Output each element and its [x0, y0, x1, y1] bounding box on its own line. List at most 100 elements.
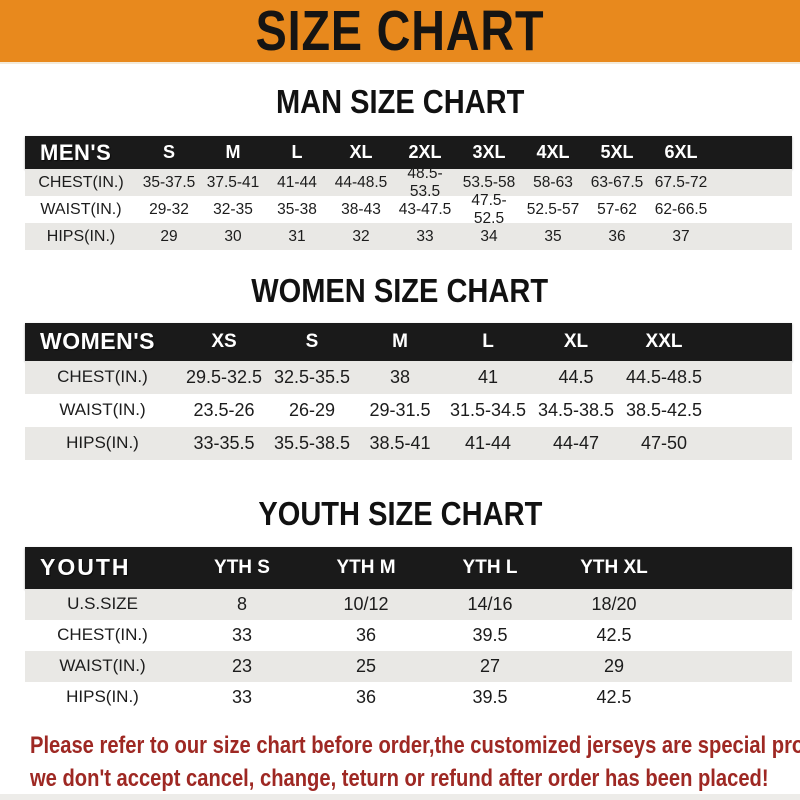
table-cell: 29-32: [149, 200, 189, 218]
column-header: 3XL: [472, 142, 506, 163]
table-row: U.S.SIZE 8 10/12 14/16 18/20: [25, 588, 792, 620]
column-header: L: [482, 330, 494, 352]
table-cell: 48.5-53.5: [407, 164, 443, 200]
table-cell: 33: [231, 624, 253, 645]
column-header: XL: [563, 330, 589, 352]
table-cell: 35-37.5: [142, 173, 196, 191]
table-header-label: YOUTH: [40, 554, 131, 581]
size-table: MEN'S S M L XL 2XL 3XL 4XL 5XL 6XL CHEST(IN.) 35-37…: [25, 136, 792, 251]
table-header-label: WOMEN'S: [40, 328, 156, 355]
table-cell: 29.5-32.5: [185, 366, 263, 387]
column-header: XL: [349, 142, 373, 163]
table-cell: 39.5: [472, 624, 508, 645]
table-cell: 34: [480, 227, 498, 245]
section-title: MAN SIZE CHART: [275, 83, 525, 120]
table-cell: 67.5-72: [654, 173, 708, 191]
table-cell: 62-66.5: [654, 200, 708, 218]
sections-container: MAN SIZE CHART MEN'S S M L XL 2XL 3XL 4XL 5XL 6XL C…: [0, 83, 800, 713]
table-cell: 8: [236, 593, 247, 614]
table-cell: 29: [160, 227, 178, 245]
column-header: 4XL: [536, 142, 570, 163]
table-cell: 10/12: [343, 593, 389, 614]
table-cell: 33: [231, 686, 253, 707]
column-header: M: [392, 330, 408, 352]
table-row: WAIST(IN.) 23 25 27 29: [25, 650, 792, 682]
column-header: YTH L: [462, 556, 518, 578]
table-cell: 29-31.5: [369, 399, 431, 420]
table-cell: 26-29: [288, 399, 336, 420]
table-cell: 38: [389, 366, 411, 387]
table-cell: 37: [672, 227, 690, 245]
table-cell: 18/20: [591, 593, 637, 614]
row-label: HIPS(IN.): [66, 687, 139, 707]
table-row: CHEST(IN.) 35-37.5 37.5-41 41-44 44-48.5 48.5…: [25, 165, 792, 200]
table-cell: 58-63: [533, 173, 573, 191]
table-cell: 44.5-48.5: [625, 366, 703, 387]
table-cell: 32: [352, 227, 370, 245]
table-cell: 41-44: [277, 173, 317, 191]
column-header: YTH XL: [580, 556, 648, 578]
footer-line-1: Please refer to our size chart before or…: [30, 731, 800, 759]
column-header: 6XL: [664, 142, 698, 163]
table-header-row: MEN'S S M L XL 2XL 3XL 4XL 5XL 6XL: [25, 136, 792, 170]
table-row: CHEST(IN.) 29.5-32.5 32.5-35.5 38 41 44.5 44.5…: [25, 360, 792, 394]
row-label: WAIST(IN.): [59, 656, 146, 676]
table-cell: 32-35: [213, 200, 253, 218]
table-cell: 23: [231, 655, 253, 676]
table-cell: 36: [355, 624, 377, 645]
column-header: S: [305, 330, 319, 352]
row-label: U.S.SIZE: [67, 594, 138, 614]
table-cell: 33: [416, 227, 434, 245]
table-cell: 41-44: [464, 432, 512, 453]
table-cell: 38-43: [341, 200, 381, 218]
size-chart-banner: SIZE CHART: [0, 0, 800, 64]
table-row: CHEST(IN.) 33 36 39.5 42.5: [25, 620, 792, 651]
table-cell: 39.5: [472, 686, 508, 707]
size-section-1: WOMEN SIZE CHART WOMEN'S XS S M L XL XXL CHEST(I…: [0, 272, 800, 460]
table-cell: 29: [603, 655, 625, 676]
table-cell: 25: [355, 655, 377, 676]
size-table: WOMEN'S XS S M L XL XXL CHEST(IN.) 29.5-32.5 32.5…: [25, 322, 792, 460]
column-header: 2XL: [408, 142, 442, 163]
table-row: HIPS(IN.) 29 30 31 32 33 34 35 36 37: [25, 223, 792, 251]
table-cell: 63-67.5: [590, 173, 644, 191]
row-label: HIPS(IN.): [46, 227, 116, 245]
table-cell: 35-38: [277, 200, 317, 218]
column-header: S: [162, 142, 175, 163]
table-cell: 33-35.5: [193, 432, 255, 453]
table-cell: 36: [608, 227, 626, 245]
table-cell: 42.5: [596, 624, 632, 645]
table-row: WAIST(IN.) 29-32 32-35 35-38 38-43 43-47.5 47.…: [25, 192, 792, 227]
banner-title: SIZE CHART: [255, 0, 545, 63]
table-cell: 31.5-34.5: [449, 399, 527, 420]
table-cell: 37.5-41: [206, 173, 260, 191]
table-cell: 47-50: [640, 432, 688, 453]
row-label: WAIST(IN.): [40, 200, 122, 218]
table-row: HIPS(IN.) 33 36 39.5 42.5: [25, 682, 792, 713]
table-cell: 44-47: [552, 432, 600, 453]
table-cell: 57-62: [597, 200, 637, 218]
column-header: YTH M: [336, 556, 396, 578]
table-cell: 35.5-38.5: [273, 432, 351, 453]
table-cell: 27: [479, 655, 501, 676]
row-label: CHEST(IN.): [38, 173, 124, 191]
section-title: WOMEN SIZE CHART: [251, 272, 549, 310]
row-label: HIPS(IN.): [66, 433, 139, 453]
table-cell: 30: [224, 227, 242, 245]
table-cell: 38.5-42.5: [625, 399, 703, 420]
table-cell: 34.5-38.5: [537, 399, 615, 420]
section-title: YOUTH SIZE CHART: [258, 494, 542, 532]
table-header-row: WOMEN'S XS S M L XL XXL: [25, 322, 792, 361]
column-header: 5XL: [600, 142, 634, 163]
column-header: M: [225, 142, 241, 163]
table-cell: 14/16: [467, 593, 513, 614]
size-section-0: MAN SIZE CHART MEN'S S M L XL 2XL 3XL 4XL 5XL 6XL C…: [0, 83, 800, 251]
table-cell: 38.5-41: [369, 432, 431, 453]
column-header: YTH S: [214, 556, 270, 578]
table-cell: 44.5: [558, 366, 594, 387]
size-section-2: YOUTH SIZE CHART YOUTH YTH S YTH M YTH L YTH …: [0, 494, 800, 713]
table-row: WAIST(IN.) 23.5-26 26-29 29-31.5 31.5-34.5 34…: [25, 394, 792, 427]
row-label: CHEST(IN.): [57, 367, 148, 387]
table-row: HIPS(IN.) 33-35.5 35.5-38.5 38.5-41 41-44 44-…: [25, 426, 792, 460]
table-cell: 35: [544, 227, 562, 245]
